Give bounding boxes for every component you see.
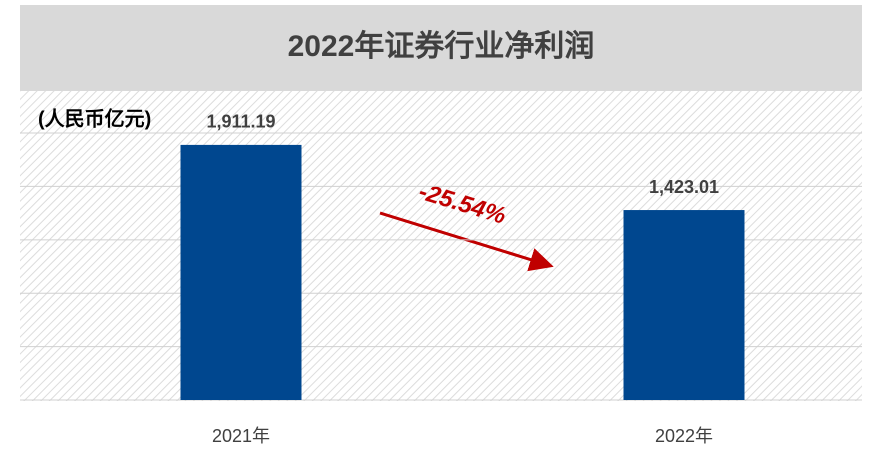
chart-title: 2022年证券行业净利润 xyxy=(288,29,595,63)
value-label: 1,423.01 xyxy=(649,177,719,197)
unit-label: (人民币亿元) xyxy=(38,106,151,130)
value-label: 1,911.19 xyxy=(206,112,275,132)
bar xyxy=(180,144,302,400)
trend-arrow xyxy=(379,211,554,272)
x-tick-label: 2022年 xyxy=(655,426,713,446)
x-tick-label: 2021年 xyxy=(212,426,270,446)
title-banner xyxy=(20,5,862,91)
bar xyxy=(623,210,745,400)
